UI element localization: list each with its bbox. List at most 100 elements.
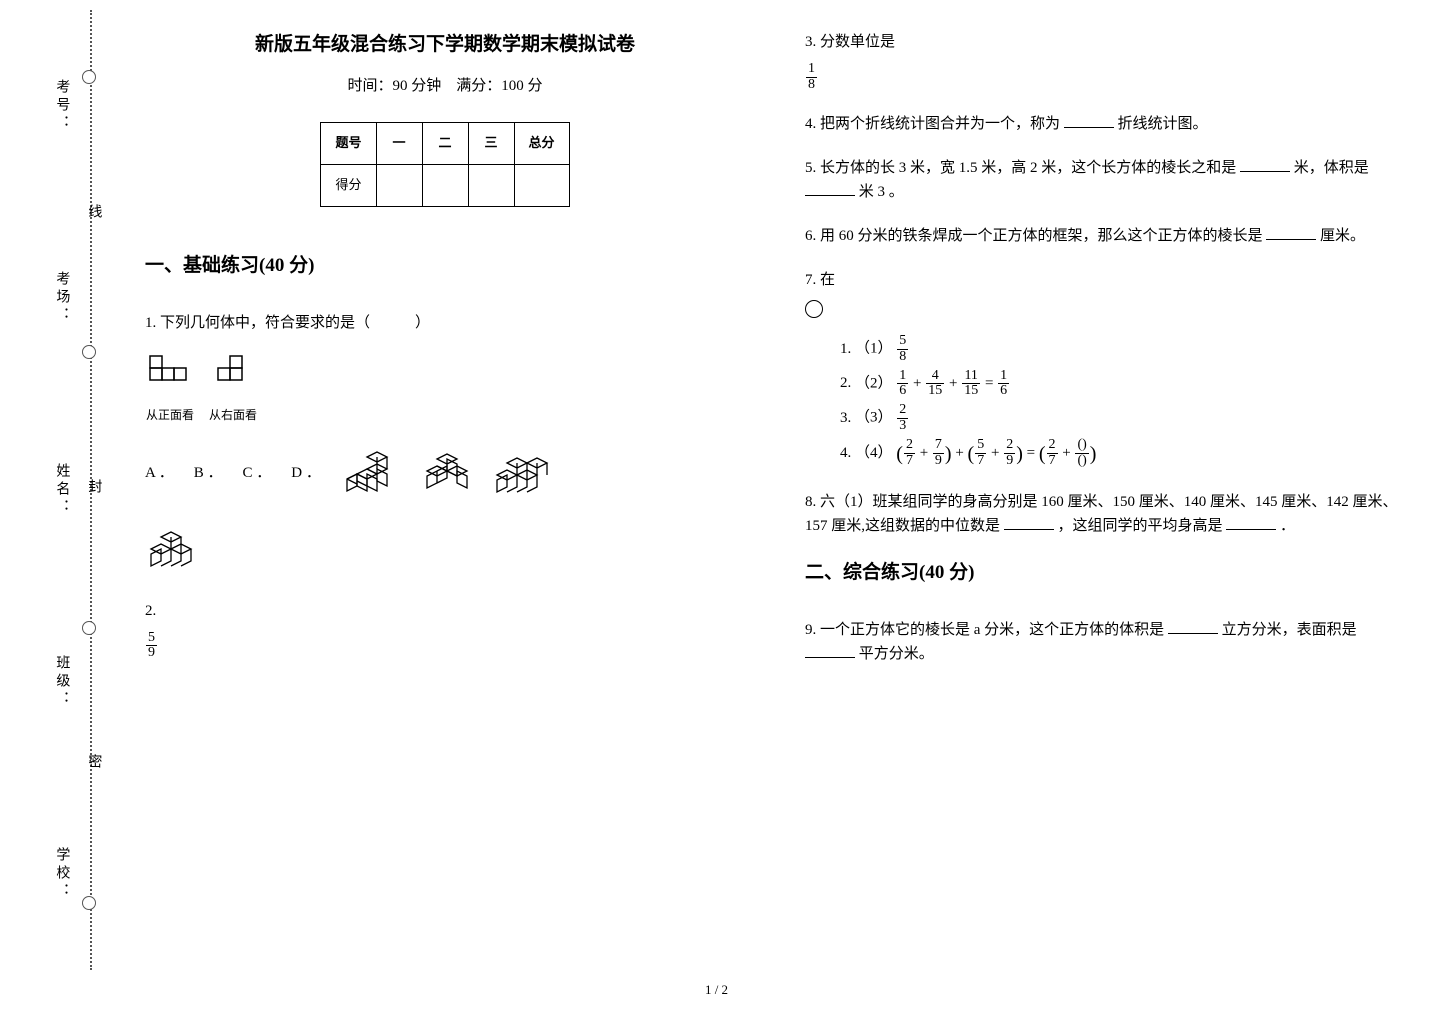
page-content: 新版五年级混合练习下学期数学期末模拟试卷 时间：90 分钟 满分：100 分 题…: [145, 30, 1405, 950]
blank: [1168, 619, 1218, 634]
frac-num: 11: [962, 369, 980, 385]
td-blank: [422, 165, 468, 207]
frac-den: 9: [146, 646, 157, 661]
td-blank: [514, 165, 569, 207]
q1-choices: A ． B ． C ． D ．: [145, 441, 745, 505]
q2-fraction: 5 9: [146, 631, 157, 661]
q5-text-c: 米 3 。: [859, 184, 904, 200]
right-caption: 从右面看: [209, 406, 257, 425]
frac-num: 5: [146, 631, 157, 647]
frac-num: 2: [1004, 438, 1015, 454]
frac-den: 6: [897, 384, 908, 399]
binding-margin: 学校： 班级： 姓名： 考场： 考号： 密 封 线: [50, 10, 110, 970]
q3-text: 3. 分数单位是: [805, 30, 1405, 54]
q7-1-frac: 58: [897, 334, 908, 364]
exam-subtitle: 时间：90 分钟 满分：100 分: [145, 74, 745, 98]
q6-text-b: 厘米。: [1320, 228, 1365, 244]
circle-icon: [805, 300, 823, 318]
frac-den: 3: [897, 419, 908, 434]
q7-label: 7. 在: [805, 268, 1405, 292]
view-front: 从正面看: [145, 351, 195, 424]
q7-3-prefix: （3）: [855, 410, 893, 426]
vlabel-id: 考号：: [50, 79, 72, 133]
frac-den: 6: [998, 384, 1009, 399]
q5-text-b: 米，体积是: [1294, 160, 1369, 176]
question-1: 1. 下列几何体中，符合要求的是（ ） 从正面看 从右面看 A ． B ． C …: [145, 311, 745, 578]
frac: 27: [904, 438, 915, 468]
frac-den: 15: [926, 384, 944, 399]
left-column: 新版五年级混合练习下学期数学期末模拟试卷 时间：90 分钟 满分：100 分 题…: [145, 30, 745, 950]
question-8: 8. 六（1）班某组同学的身高分别是 160 厘米、150 厘米、140 厘米、…: [805, 490, 1405, 538]
frac: 16: [897, 369, 908, 399]
frac-num: 5: [975, 438, 986, 454]
choice-b-label: B ．: [194, 461, 223, 485]
choice-c-label: C ．: [243, 461, 272, 485]
th-2: 二: [422, 123, 468, 165]
blank: [805, 643, 855, 658]
frac-num: 2: [904, 438, 915, 454]
vlabel-name: 姓名：: [50, 463, 72, 517]
choice-d-label: D ．: [291, 461, 321, 485]
th-label: 题号: [321, 123, 376, 165]
blank: [1226, 515, 1276, 530]
q9-text-c: 平方分米。: [859, 646, 934, 662]
th-1: 一: [376, 123, 422, 165]
section-2-title: 二、综合练习(40 分): [805, 558, 1405, 588]
seal-circle-icon: [82, 70, 96, 84]
frac-num: 4: [926, 369, 944, 385]
front-view-icon: [145, 384, 195, 398]
question-4: 4. 把两个折线统计图合并为一个，称为 折线统计图。: [805, 112, 1405, 136]
question-2: 2. 5 9: [145, 599, 745, 661]
score-table: 题号 一 二 三 总分 得分: [320, 122, 569, 207]
frac: 27: [1047, 438, 1058, 468]
frac-num: (): [1075, 438, 1088, 454]
frac-den: 7: [904, 454, 915, 469]
seal-circle-icon: [82, 896, 96, 910]
frac: 79: [933, 438, 944, 468]
seal-text-mi: 密: [82, 754, 104, 776]
frac-num: 1: [806, 62, 817, 78]
frac-den: (): [1075, 454, 1088, 469]
vlabel-class: 班级：: [50, 655, 72, 709]
q9-text-a: 9. 一个正方体它的棱长是 a 分米，这个正方体的体积是: [805, 622, 1164, 638]
frac-num: 2: [897, 403, 908, 419]
frac: ()(): [1075, 438, 1088, 468]
frac: 1115: [962, 369, 980, 399]
blank: [805, 181, 855, 196]
list-item: （4） (27 + 79) + (57 + 29) = (27 + ()()): [855, 438, 1405, 470]
frac-num: 7: [933, 438, 944, 454]
td-blank: [376, 165, 422, 207]
list-item: （3） 23: [855, 403, 1405, 433]
frac-den: 8: [897, 350, 908, 365]
q1-text: 1. 下列几何体中，符合要求的是（ ）: [145, 311, 745, 335]
choice-b-icon: [421, 441, 477, 505]
frac: 16: [998, 369, 1009, 399]
td-blank: [468, 165, 514, 207]
q4-text-b: 折线统计图。: [1118, 116, 1208, 132]
q3-fraction: 1 8: [806, 62, 817, 92]
frac-den: 9: [933, 454, 944, 469]
frac-num: 5: [897, 334, 908, 350]
choice-c-icon: [491, 441, 561, 505]
frac-den: 8: [806, 78, 817, 93]
q1-choices-2: [145, 521, 745, 579]
q9-text-b: 立方分米，表面积是: [1222, 622, 1357, 638]
seal-circle-icon: [82, 345, 96, 359]
right-column: 3. 分数单位是 1 8 4. 把两个折线统计图合并为一个，称为 折线统计图。 …: [805, 30, 1405, 950]
list-item: （1） 58: [855, 334, 1405, 364]
page-number: 1 / 2: [0, 980, 1433, 1001]
table-row: 题号 一 二 三 总分: [321, 123, 569, 165]
th-3: 三: [468, 123, 514, 165]
q2-label: 2.: [145, 599, 745, 623]
question-9: 9. 一个正方体它的棱长是 a 分米，这个正方体的体积是 立方分米，表面积是 平…: [805, 618, 1405, 666]
frac-den: 7: [1047, 454, 1058, 469]
q1-views: 从正面看 从右面看: [145, 351, 745, 424]
list-item: （2） 16 + 415 + 1115 = 16: [855, 369, 1405, 399]
seal-markers: 密 封 线: [82, 10, 104, 970]
seal-circle-icon: [82, 621, 96, 635]
frac-den: 9: [1004, 454, 1015, 469]
table-row: 得分: [321, 165, 569, 207]
frac-den: 15: [962, 384, 980, 399]
question-5: 5. 长方体的长 3 米，宽 1.5 米，高 2 米，这个长方体的棱长之和是 米…: [805, 156, 1405, 204]
q7-4-prefix: （4）: [855, 445, 893, 461]
